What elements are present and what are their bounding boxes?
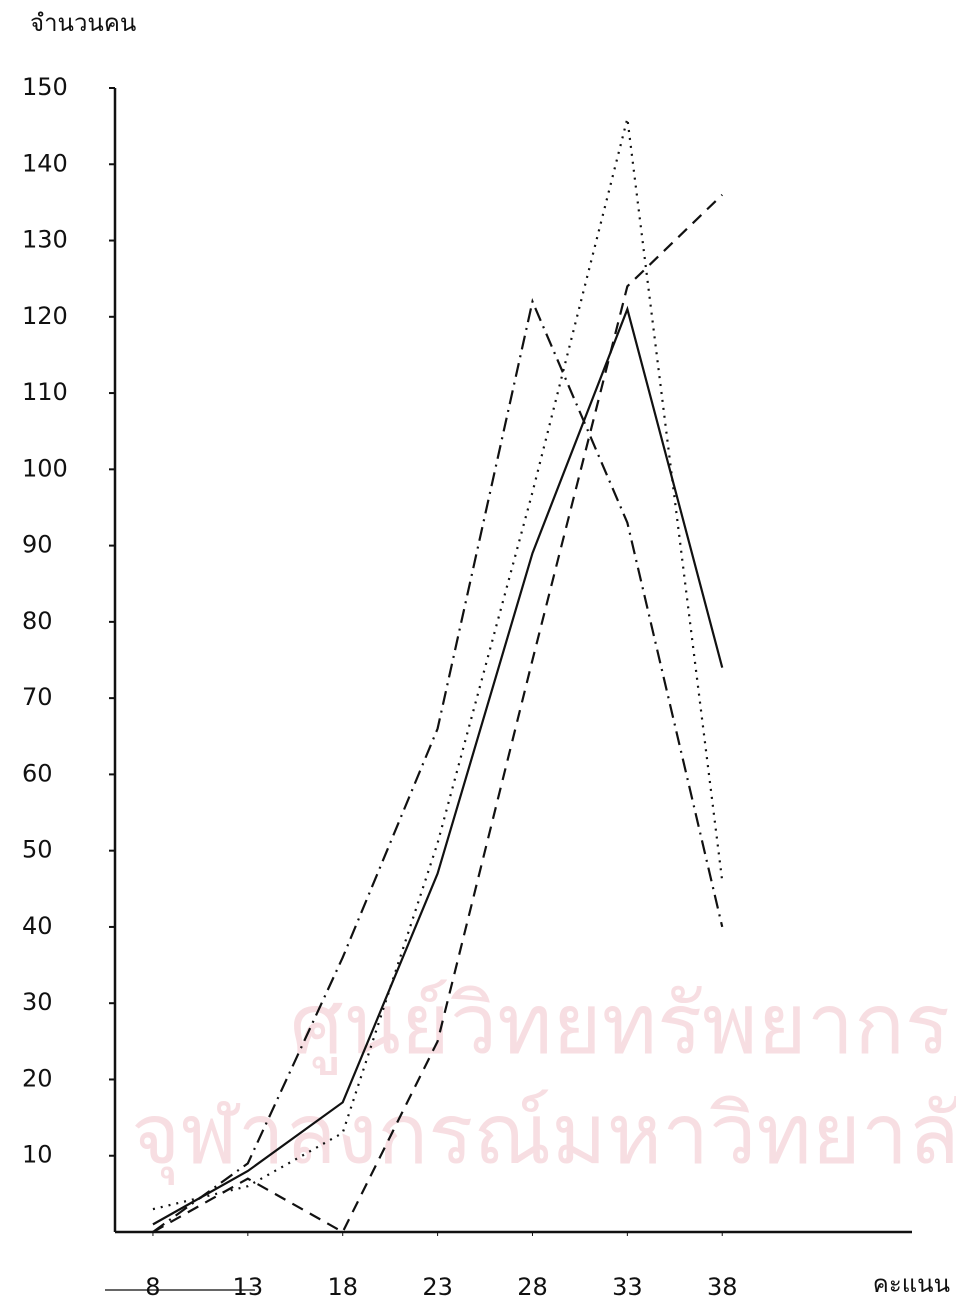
y-axis-label: จำนวนคน: [30, 9, 136, 37]
y-tick-label: 50: [22, 836, 53, 864]
y-tick-label: 110: [22, 378, 68, 406]
y-tick-label: 140: [22, 149, 68, 177]
data-line: [153, 195, 722, 1232]
x-tick-label: 18: [327, 1273, 358, 1301]
y-tick-label: 100: [22, 454, 68, 482]
x-tick-label: 23: [422, 1273, 453, 1301]
y-tick-label: 30: [22, 988, 53, 1016]
x-tick-label: 13: [233, 1273, 264, 1301]
y-tick-label: 120: [22, 302, 68, 330]
y-tick-label: 10: [22, 1141, 53, 1169]
y-tick-label: 40: [22, 912, 53, 940]
y-tick-label: 60: [22, 759, 53, 787]
x-tick-label: 38: [707, 1273, 738, 1301]
y-tick-label: 90: [22, 531, 53, 559]
x-tick-label: 33: [612, 1273, 643, 1301]
y-tick-label: 20: [22, 1064, 53, 1092]
watermark: จุฬาลงกรณ์มหาวิทยาลัย: [131, 1085, 956, 1186]
y-tick-label: 70: [22, 683, 53, 711]
x-axis-label: คะแนน: [873, 1270, 950, 1298]
x-tick-label: 8: [145, 1273, 160, 1301]
x-tick-label: 28: [517, 1273, 548, 1301]
y-tick-label: 80: [22, 607, 53, 635]
chart: ศูนย์วิทยทรัพยากร จุฬาลงกรณ์มหาวิทยาลัย …: [0, 0, 956, 1305]
y-tick-label: 150: [22, 73, 68, 101]
y-tick-label: 130: [22, 226, 68, 254]
